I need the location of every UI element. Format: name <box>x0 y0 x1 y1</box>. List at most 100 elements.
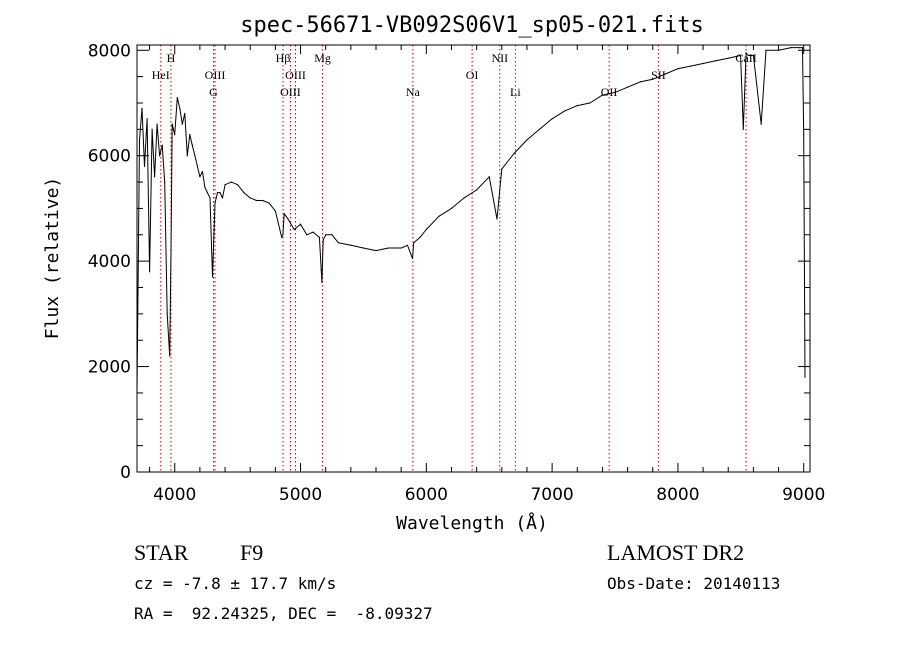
spectrum-point <box>804 376 806 378</box>
spectrum-point <box>243 192 245 194</box>
marker-label: Li <box>510 85 521 99</box>
y-tick-label: 4000 <box>88 252 131 272</box>
spectrum-point <box>171 123 173 125</box>
spectrum-point <box>293 228 295 231</box>
object-subclass: F9 <box>240 540 264 565</box>
marker-label: HeI <box>152 68 170 82</box>
y-tick-label: 8000 <box>88 41 131 61</box>
spectrum-point <box>143 165 146 167</box>
spectrum-point <box>237 184 239 186</box>
spectrum-point <box>419 236 421 238</box>
spectrum-point <box>283 213 285 215</box>
spectrum-point <box>138 139 141 141</box>
spectrum-point <box>411 257 414 260</box>
spectrum-point <box>282 234 284 236</box>
x-axis: 4000 5000 6000 7000 8000 9000 <box>149 45 825 505</box>
spectrum-point <box>161 144 163 146</box>
spectrum-point <box>450 207 453 209</box>
spectrum-point <box>262 199 264 202</box>
spectrum-point <box>281 236 283 238</box>
spectrum-point <box>740 54 742 57</box>
spectrum-point <box>209 197 211 199</box>
spectrum-point <box>513 152 516 154</box>
spectrum-point <box>287 218 289 220</box>
spectrum-point <box>191 144 193 146</box>
survey-name: LAMOST DR2 <box>607 540 745 565</box>
x-tick-label: 8000 <box>656 485 699 505</box>
spectrum-point <box>318 236 320 238</box>
spectrum-point <box>199 176 201 178</box>
marker-label: OI <box>466 68 479 82</box>
coordinates-info: RA = 92.24325, DEC = -8.09327 <box>134 604 433 623</box>
spectrum-point <box>174 134 176 136</box>
spectrum-point <box>790 47 792 49</box>
spectrum-point <box>224 184 226 186</box>
spectrum-point <box>614 91 616 93</box>
spectrum-point <box>589 102 591 104</box>
marker-label: OII <box>601 85 618 99</box>
spectrum-point <box>400 247 402 249</box>
spectrum-point <box>321 281 323 283</box>
spectrum-point <box>306 234 308 236</box>
spectrum-point <box>216 192 219 194</box>
spectrum-point <box>206 192 208 194</box>
spectrum-point <box>230 181 232 183</box>
y-axis-label: Flux (relative) <box>42 177 63 340</box>
spectrum-point <box>221 197 224 199</box>
spectrum-point <box>689 65 692 67</box>
marker-label: H <box>167 51 176 65</box>
spectrum-point <box>204 186 206 188</box>
spectrum-point <box>551 118 553 120</box>
marker-label: G <box>209 85 218 99</box>
spectrum-point <box>526 139 528 141</box>
spectrum-point <box>181 123 183 125</box>
spectrum-point <box>727 57 729 59</box>
spectrum-point <box>388 247 390 249</box>
spectrum-point <box>752 54 755 57</box>
spectrum-point <box>576 105 578 107</box>
spectrum-point <box>425 228 427 231</box>
spectrum-point <box>406 244 409 246</box>
spectrum-point <box>496 218 498 220</box>
spectrum-point <box>249 197 251 199</box>
spectrum-point <box>745 52 747 54</box>
y-axis: 0 2000 4000 6000 8000 <box>88 41 810 483</box>
spectrum-point <box>337 242 339 244</box>
spectrum-point <box>652 78 654 80</box>
spectrum-point <box>179 107 181 109</box>
spectrum-point <box>141 107 143 109</box>
spectrum-point <box>219 192 221 194</box>
y-tick-label: 6000 <box>88 147 131 167</box>
spectrum-point <box>742 128 744 130</box>
spectrum-point <box>564 110 566 112</box>
x-tick-label: 7000 <box>530 485 573 505</box>
x-tick-label: 5000 <box>279 485 322 505</box>
spectrum-point <box>312 231 314 233</box>
spectrum-point <box>413 242 415 244</box>
spectrum-point <box>747 54 750 57</box>
marker-label: OIII <box>285 68 306 82</box>
spectrum-point <box>156 123 158 125</box>
spectrum-point <box>268 202 270 204</box>
spectrum-point <box>299 223 302 225</box>
spectrum-point <box>176 97 178 99</box>
marker-label: OIII <box>205 68 226 82</box>
x-axis-label: Wavelength (Å) <box>396 512 548 534</box>
spectrum-point <box>476 189 478 191</box>
spectrum-point <box>331 234 333 236</box>
spectrum-point <box>715 60 717 62</box>
spectrum-point <box>194 155 196 157</box>
object-class: STAR <box>134 540 189 565</box>
spectrum-point <box>214 202 216 204</box>
spectrum-point <box>677 68 679 70</box>
spectrum-point <box>274 210 276 212</box>
spectrum-point <box>362 247 364 249</box>
spectrum-point <box>146 118 148 120</box>
spectrum-point <box>255 199 258 202</box>
spectrum-point <box>488 176 490 178</box>
marker-label: Mg <box>314 51 331 65</box>
x-tick-label: 9000 <box>782 485 825 505</box>
spectrum-point <box>211 276 214 278</box>
spectrum-point <box>798 47 800 49</box>
